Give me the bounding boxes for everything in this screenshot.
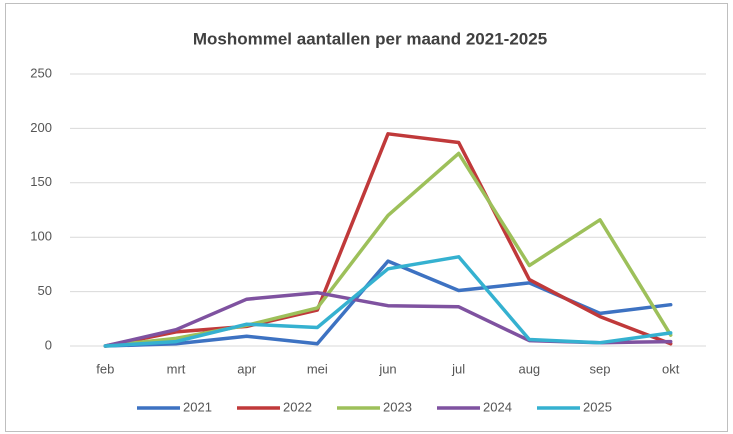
y-tick-label: 150 <box>30 174 52 189</box>
x-tick-label: mrt <box>167 361 186 376</box>
legend-label: 2021 <box>183 399 212 414</box>
series-line <box>103 255 673 348</box>
x-tick-label: jun <box>378 361 396 376</box>
legend-label: 2022 <box>283 399 312 414</box>
x-tick-label: okt <box>662 361 680 376</box>
y-tick-label: 200 <box>30 120 52 135</box>
x-tick-label: aug <box>518 361 540 376</box>
y-tick-label: 250 <box>30 65 52 80</box>
y-tick-label: 100 <box>30 229 52 244</box>
legend-label: 2025 <box>583 399 612 414</box>
y-tick-label: 0 <box>45 337 52 352</box>
x-tick-label: jul <box>451 361 465 376</box>
legend-label: 2023 <box>383 399 412 414</box>
series-line <box>103 132 673 348</box>
x-tick-label: feb <box>96 361 114 376</box>
x-tick-label: sep <box>590 361 611 376</box>
y-tick-label: 50 <box>38 283 52 298</box>
chart-title: Moshommel aantallen per maand 2021-2025 <box>193 29 547 48</box>
legend-label: 2024 <box>483 399 512 414</box>
chart-border <box>5 3 728 432</box>
x-tick-label: mei <box>307 361 328 376</box>
x-tick-label: apr <box>237 361 256 376</box>
